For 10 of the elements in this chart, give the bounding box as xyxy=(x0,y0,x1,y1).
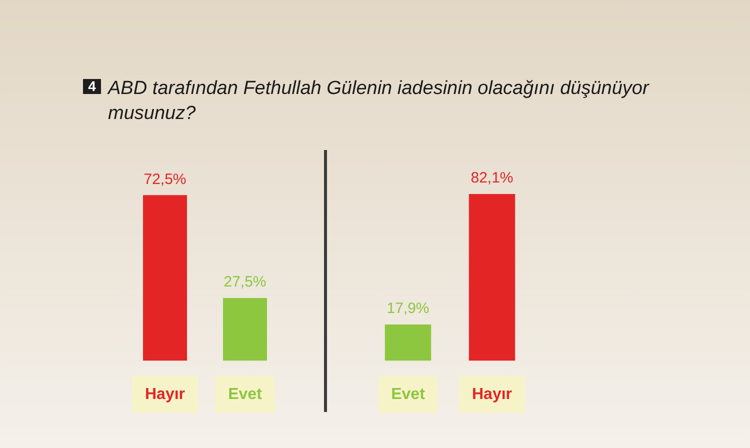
text: ABD tarafından Fethullah Gülenin iadesinin olacağını düşünüyor musunuz? xyxy=(108,77,650,126)
x-tick-label: Evet xyxy=(228,386,263,403)
x-tick-label: Hayır xyxy=(144,386,186,403)
text: 4 xyxy=(83,78,101,94)
data-label: 17,9% xyxy=(386,300,430,318)
x-tick-label: Evet xyxy=(391,386,426,403)
data-label: 82,1% xyxy=(470,170,514,187)
data-label: 72,5% xyxy=(144,170,186,188)
data-label: 27,5% xyxy=(224,274,266,291)
x-tick-label: Hayır xyxy=(472,386,512,403)
